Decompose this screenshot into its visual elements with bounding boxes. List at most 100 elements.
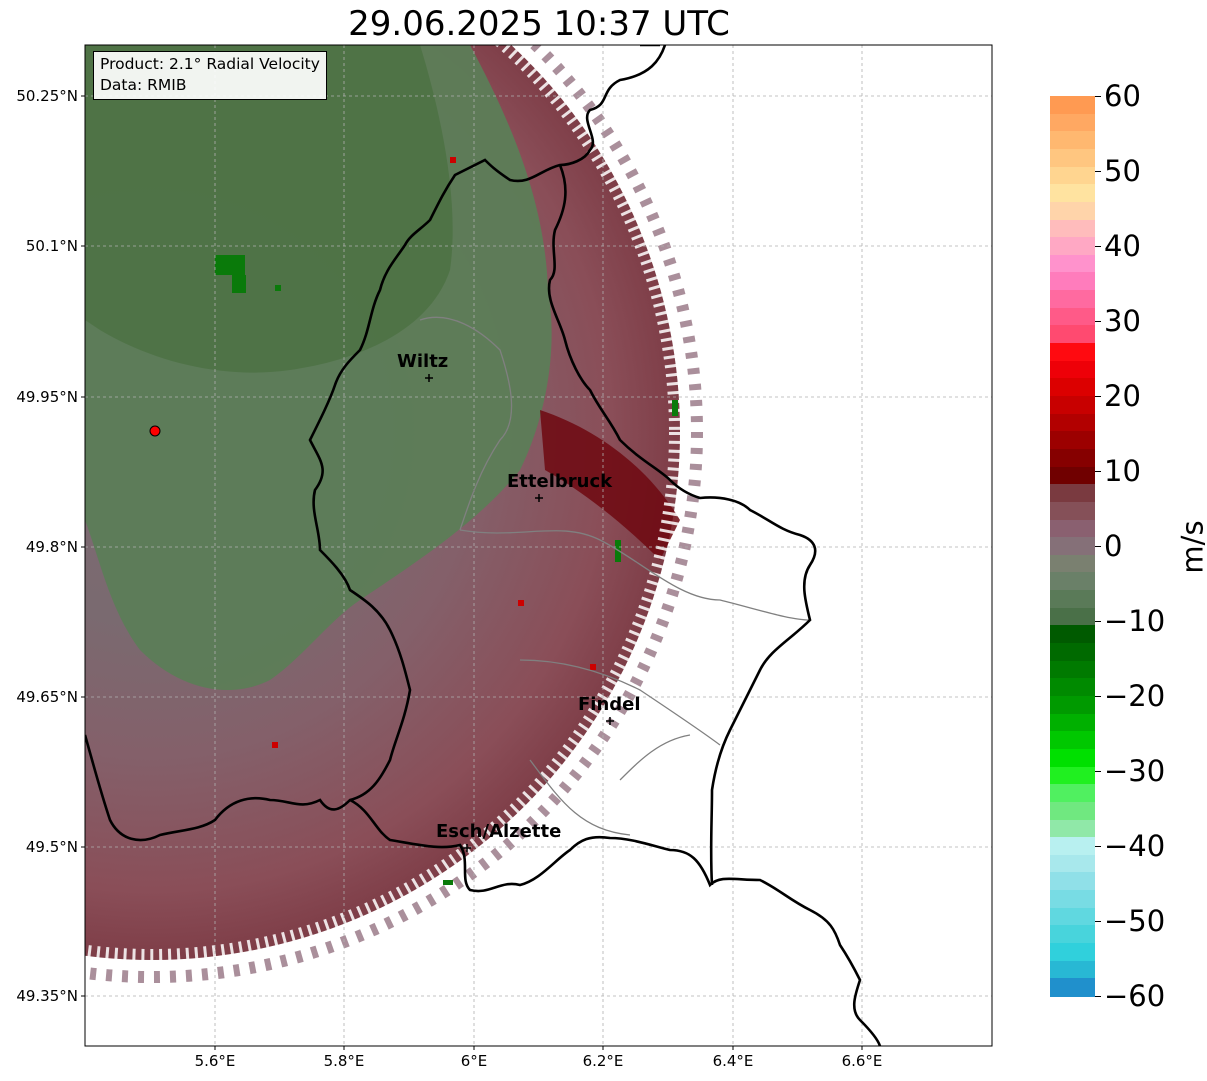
coverage-speckle: [0, 0, 680, 960]
data-source-label: Data: RMIB: [100, 76, 187, 94]
colorbar-segment: [1050, 254, 1095, 274]
colorbar-tick-label: −50: [1104, 904, 1166, 938]
city-label-esch-alzette: Esch/Alzette: [436, 821, 562, 842]
colorbar-segment: [1050, 131, 1095, 150]
colorbar-segment: [1050, 537, 1095, 556]
radar-site-marker: [149, 425, 161, 437]
product-label: Product: 2.1° Radial Velocity: [100, 55, 320, 73]
colorbar-segment: [1050, 678, 1095, 697]
country-border-moselle: [547, 164, 817, 886]
approaching-core: [85, 45, 453, 373]
colorbar-tick-mark: [1095, 696, 1101, 697]
colorbar-segment: [1050, 625, 1095, 644]
colorbar-segment: [1050, 184, 1095, 203]
colorbar-tick-label: 10: [1104, 454, 1141, 488]
colorbar-segment: [1050, 219, 1095, 238]
colorbar-segment: [1050, 378, 1095, 397]
colorbar-tick-mark: [1095, 471, 1101, 472]
colorbar-segment: [1050, 96, 1095, 115]
colorbar-tick-label: 40: [1104, 229, 1141, 263]
colorbar-segment: [1050, 907, 1095, 926]
colorbar-segment: [1050, 660, 1095, 679]
colorbar-tick-mark: [1095, 546, 1101, 547]
colorbar-segment: [1050, 748, 1095, 768]
lat-label: 49.95°N: [16, 388, 78, 406]
lat-label: 50.1°N: [25, 237, 78, 255]
colorbar-segment: [1050, 731, 1095, 750]
red-echoes: [272, 157, 596, 748]
colorbar-segment: [1050, 413, 1095, 432]
colorbar-segment: [1050, 801, 1095, 821]
colorbar-tick-mark: [1095, 96, 1101, 97]
colorbar-segment: [1050, 854, 1095, 874]
colorbar-segment: [1050, 590, 1095, 609]
lat-label: 49.8°N: [25, 538, 78, 556]
canton-borders: [419, 316, 811, 836]
colorbar-tick-label: 0: [1104, 529, 1123, 563]
colorbar-segment: [1050, 501, 1095, 521]
colorbar-unit-label: m/s: [1175, 520, 1207, 574]
lat-label: 49.5°N: [25, 838, 78, 856]
colorbar-segment: [1050, 519, 1095, 538]
colorbar-segment: [1050, 943, 1095, 962]
colorbar-tick-mark: [1095, 321, 1101, 322]
colorbar-segment: [1050, 766, 1095, 785]
colorbar-segment: [1050, 819, 1095, 838]
colorbar-segment: [1050, 343, 1095, 362]
colorbar-tick-mark: [1095, 921, 1101, 922]
colorbar-segment: [1050, 166, 1095, 185]
colorbar-segment: [1050, 307, 1095, 326]
colorbar-segment: [1050, 554, 1095, 574]
colorbar-tick-label: 30: [1104, 304, 1141, 338]
colorbar-segment: [1050, 607, 1095, 626]
lat-label: 49.65°N: [16, 688, 78, 706]
colorbar-tick-mark: [1095, 996, 1101, 997]
city-label-wiltz: Wiltz: [397, 351, 449, 372]
colorbar-segment: [1050, 978, 1095, 997]
colorbar-tick-mark: [1095, 171, 1101, 172]
axis-ticks: [81, 95, 863, 1050]
colorbar-segment: [1050, 713, 1095, 732]
country-border: [85, 45, 667, 842]
city-label-ettelbruck: Ettelbruck: [507, 471, 613, 492]
colorbar-segment: [1050, 890, 1095, 909]
colorbar-tick-mark: [1095, 846, 1101, 847]
colorbar-segment: [1050, 431, 1095, 450]
colorbar-segment: [1050, 696, 1095, 715]
colorbar-segment: [1050, 290, 1095, 309]
colorbar-segment: [1050, 148, 1095, 168]
lon-label: 5.8°E: [323, 1052, 365, 1070]
colorbar-tick-mark: [1095, 771, 1101, 772]
colorbar-tick-label: −40: [1104, 829, 1166, 863]
colorbar-segment: [1050, 396, 1095, 415]
colorbar-segment: [1050, 925, 1095, 944]
coverage-outer-speckle: [85, 45, 703, 983]
colorbar-segment: [1050, 237, 1095, 256]
colorbar-segment: [1050, 325, 1095, 344]
colorbar-segment: [1050, 113, 1095, 132]
colorbar-segment: [1050, 201, 1095, 221]
colorbar-segment: [1050, 872, 1095, 891]
colorbar-tick-mark: [1095, 621, 1101, 622]
city-label-findel: Findel: [578, 694, 641, 715]
colorbar-segment: [1050, 360, 1095, 379]
map-title: 29.06.2025 10:37 UTC: [348, 4, 730, 44]
colorbar-tick-label: −30: [1104, 754, 1166, 788]
lat-label: 49.35°N: [16, 987, 78, 1005]
lon-label: 6.6°E: [841, 1052, 883, 1070]
colorbar-tick-mark: [1095, 246, 1101, 247]
lon-label: 6.2°E: [582, 1052, 624, 1070]
lon-label: 6.4°E: [712, 1052, 754, 1070]
colorbar-tick-label: −60: [1104, 979, 1166, 1013]
colorbar-tick-label: 20: [1104, 379, 1141, 413]
colorbar-segment: [1050, 572, 1095, 591]
city-markers: [425, 374, 614, 852]
colorbar-segment: [1050, 484, 1095, 503]
colorbar-tick-label: 60: [1104, 79, 1141, 113]
colorbar-tick-mark: [1095, 396, 1101, 397]
colorbar-tick-label: 50: [1104, 154, 1141, 188]
lon-label: 6°E: [460, 1052, 488, 1070]
colorbar-segment: [1050, 960, 1095, 979]
country-border-east: [349, 798, 882, 1046]
